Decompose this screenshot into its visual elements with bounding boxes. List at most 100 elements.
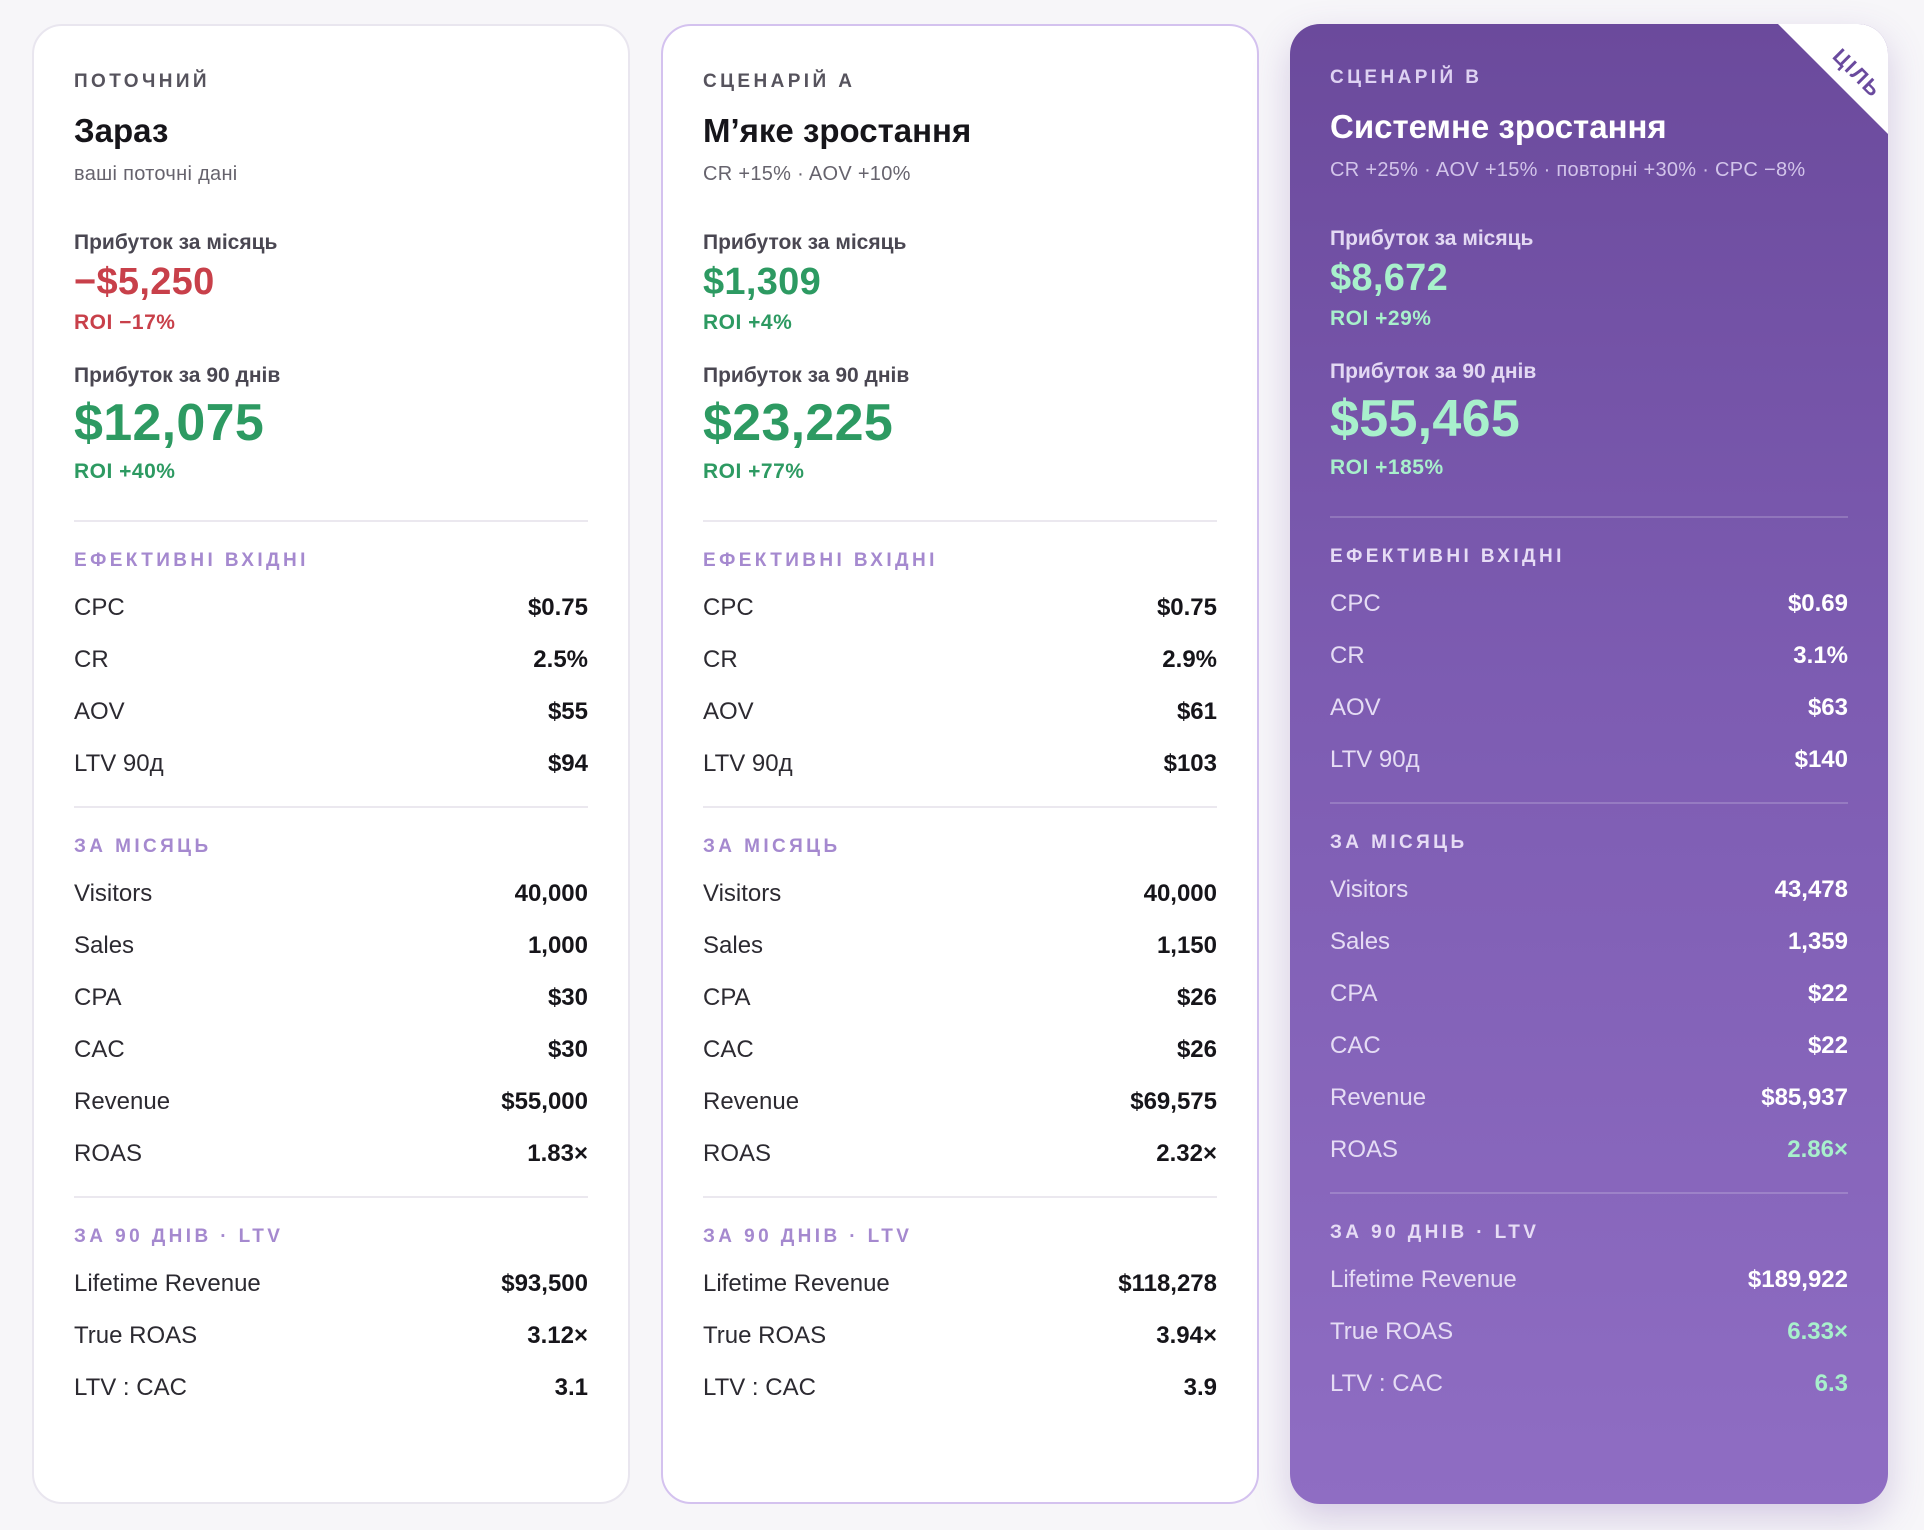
row-revenue: Revenue $69,575 xyxy=(703,1076,1217,1128)
row-visitors: Visitors 40,000 xyxy=(74,868,588,920)
card-title: Зараз xyxy=(74,112,169,149)
row-cpa: CPA $26 xyxy=(703,972,1217,1024)
row-aov: AOV $55 xyxy=(74,686,588,738)
row-true-roas: True ROAS 3.94× xyxy=(703,1310,1217,1362)
row-label: True ROAS xyxy=(74,1322,198,1349)
row-value: $94 xyxy=(547,750,588,777)
roi-month: ROI −17% xyxy=(74,311,176,334)
row-ltv-cac: LTV : CAC 3.1 xyxy=(74,1362,588,1414)
section-title-inputs: ЕФЕКТИВНІ ВХІДНІ xyxy=(74,550,309,571)
row-aov: AOV $61 xyxy=(703,686,1217,738)
row-true-roas: True ROAS 6.33× xyxy=(1330,1306,1848,1358)
row-value: 1,000 xyxy=(527,932,588,959)
card-eyebrow: ПОТОЧНИЙ xyxy=(74,71,210,92)
row-label: Revenue xyxy=(74,1088,171,1115)
row-label: CR xyxy=(74,646,109,673)
divider xyxy=(1330,516,1848,518)
card-subtitle: ваші поточні дані xyxy=(74,163,238,185)
row-cac: CAC $30 xyxy=(74,1024,588,1076)
row-value: $55,000 xyxy=(501,1088,588,1115)
scenario-comparison: ПОТОЧНИЙ Зараз ваші поточні дані Прибуто… xyxy=(32,24,1888,1504)
section-title-monthly: ЗА МІСЯЦЬ xyxy=(1330,832,1468,853)
row-label: CPC xyxy=(703,594,754,621)
row-value: 3.1 xyxy=(554,1374,588,1401)
row-label: True ROAS xyxy=(1330,1318,1454,1345)
row-value: 1,359 xyxy=(1787,928,1848,955)
roi-90: ROI +40% xyxy=(74,460,176,483)
row-ltv90: LTV 90д $103 xyxy=(703,738,1217,790)
row-label: Lifetime Revenue xyxy=(1330,1266,1517,1293)
divider xyxy=(1330,1192,1848,1194)
row-value: $140 xyxy=(1794,746,1848,773)
row-value: $93,500 xyxy=(501,1270,588,1297)
row-value: 1.83× xyxy=(527,1140,588,1167)
row-value: 43,478 xyxy=(1774,876,1848,903)
row-value: 3.9 xyxy=(1183,1374,1217,1401)
row-cpa: CPA $22 xyxy=(1330,968,1848,1020)
row-label: LTV 90д xyxy=(74,750,164,777)
row-label: ROAS xyxy=(1330,1136,1399,1163)
row-value: $189,922 xyxy=(1747,1266,1848,1293)
row-label: ROAS xyxy=(74,1140,143,1167)
card-eyebrow: СЦЕНАРІЙ A xyxy=(703,71,856,92)
profit-month-value: −$5,250 xyxy=(74,261,215,303)
divider xyxy=(1330,802,1848,804)
row-value: $85,937 xyxy=(1761,1084,1848,1111)
roi-month: ROI +29% xyxy=(1330,307,1432,330)
row-lifetime-revenue: Lifetime Revenue $189,922 xyxy=(1330,1254,1848,1306)
row-cpc: CPC $0.75 xyxy=(703,582,1217,634)
divider xyxy=(74,1196,588,1198)
profit-90-label: Прибуток за 90 днів xyxy=(703,364,910,387)
row-cpc: CPC $0.75 xyxy=(74,582,588,634)
row-value: 2.32× xyxy=(1156,1140,1217,1167)
row-label: CAC xyxy=(74,1036,125,1063)
row-label: AOV xyxy=(74,698,125,725)
row-cac: CAC $22 xyxy=(1330,1020,1848,1072)
roi-month: ROI +4% xyxy=(703,311,793,334)
row-ltv90: LTV 90д $140 xyxy=(1330,734,1848,786)
divider xyxy=(703,806,1217,808)
row-label: LTV : CAC xyxy=(1330,1370,1443,1397)
row-ltv90: LTV 90д $94 xyxy=(74,738,588,790)
row-label: Sales xyxy=(703,932,764,959)
row-label: ROAS xyxy=(703,1140,772,1167)
row-label: LTV 90д xyxy=(1330,746,1420,773)
row-label: CPA xyxy=(703,984,751,1011)
row-visitors: Visitors 40,000 xyxy=(703,868,1217,920)
profit-90-value: $55,465 xyxy=(1330,390,1521,448)
row-value: 3.94× xyxy=(1156,1322,1217,1349)
row-label: CAC xyxy=(1330,1032,1381,1059)
row-label: CR xyxy=(1330,642,1365,669)
row-value: 1,150 xyxy=(1156,932,1217,959)
row-cr: CR 2.5% xyxy=(74,634,588,686)
row-label: Revenue xyxy=(703,1088,800,1115)
row-cpa: CPA $30 xyxy=(74,972,588,1024)
card-current: ПОТОЧНИЙ Зараз ваші поточні дані Прибуто… xyxy=(32,24,630,1504)
roi-90: ROI +185% xyxy=(1330,456,1444,479)
row-label: AOV xyxy=(1330,694,1381,721)
row-value: 6.33× xyxy=(1787,1318,1848,1345)
profit-month-value: $1,309 xyxy=(703,261,822,303)
profit-90-value: $23,225 xyxy=(703,394,894,452)
row-revenue: Revenue $55,000 xyxy=(74,1076,588,1128)
row-roas: ROAS 2.32× xyxy=(703,1128,1217,1180)
row-visitors: Visitors 43,478 xyxy=(1330,864,1848,916)
row-label: LTV 90д xyxy=(703,750,793,777)
section-title-ltv: ЗА 90 ДНІВ · LTV xyxy=(703,1226,913,1247)
row-value: $26 xyxy=(1176,984,1217,1011)
row-lifetime-revenue: Lifetime Revenue $93,500 xyxy=(74,1258,588,1310)
card-subtitle: CR +25% · AOV +15% · повторні +30% · CPC… xyxy=(1330,159,1806,181)
profit-month-value: $8,672 xyxy=(1330,257,1449,299)
row-value: $61 xyxy=(1176,698,1217,725)
card-title: М’яке зростання xyxy=(703,112,972,149)
row-revenue: Revenue $85,937 xyxy=(1330,1072,1848,1124)
row-value: $0.75 xyxy=(1156,594,1217,621)
card-subtitle: CR +15% · AOV +10% xyxy=(703,163,911,185)
row-aov: AOV $63 xyxy=(1330,682,1848,734)
row-value: 40,000 xyxy=(514,880,588,907)
row-value: $103 xyxy=(1163,750,1217,777)
row-label: True ROAS xyxy=(703,1322,827,1349)
row-label: LTV : CAC xyxy=(74,1374,187,1401)
row-roas: ROAS 1.83× xyxy=(74,1128,588,1180)
row-value: $63 xyxy=(1807,694,1848,721)
